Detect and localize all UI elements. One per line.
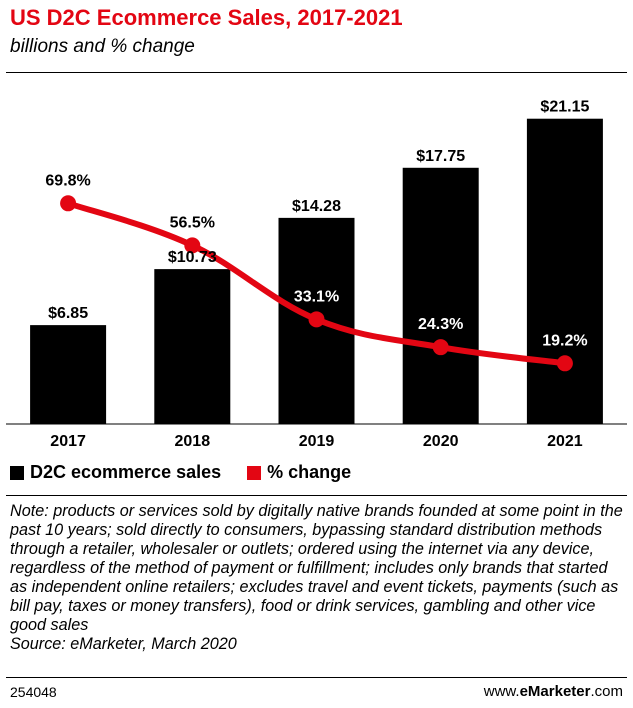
chart-subtitle: billions and % change	[10, 36, 195, 57]
labels-layer: $6.85 2017 $10.73 2018 $14.28 2019 $17.75 2020 $…	[45, 99, 589, 450]
change-point-2021	[556, 355, 573, 372]
brand-prefix: www.	[483, 683, 520, 700]
chart-id: 254048	[10, 684, 57, 700]
change-point-2020	[432, 339, 449, 356]
bars-layer	[30, 118, 603, 425]
bar-2017	[30, 325, 107, 424]
bar-value-label-2018: $10.73	[168, 249, 217, 266]
change-point-2019	[308, 311, 325, 328]
legend: D2C ecommerce sales % change	[10, 462, 377, 483]
change-point-2018	[184, 237, 201, 254]
chart-plot: $6.85 2017 $10.73 2018 $14.28 2019 $17.75 2020 $…	[6, 99, 627, 450]
bar-value-label-2019: $14.28	[292, 198, 341, 215]
change-point-2017	[60, 195, 77, 212]
x-tick-label-2018: 2018	[175, 433, 211, 450]
note-block: Note: products or services sold by digit…	[10, 502, 624, 654]
bar-value-label-2021: $21.15	[540, 99, 589, 116]
change-value-label-2017: 69.8%	[45, 172, 90, 189]
bar-value-label-2017: $6.85	[48, 305, 88, 322]
brand-name: eMarketer	[519, 683, 591, 700]
source-text: Source: eMarketer, March 2020	[10, 635, 237, 653]
legend-item-change: % change	[247, 462, 351, 483]
bar-value-label-2020: $17.75	[416, 148, 465, 165]
x-tick-label-2021: 2021	[547, 433, 583, 450]
top-divider	[6, 72, 627, 73]
x-tick-label-2020: 2020	[423, 433, 459, 450]
brand-suffix: .com	[590, 683, 623, 700]
brand-link[interactable]: www.eMarketer.com	[484, 683, 623, 700]
note-text: Note: products or services sold by digit…	[10, 502, 623, 634]
bottom-divider	[6, 677, 627, 678]
change-value-label-2021: 19.2%	[542, 332, 587, 349]
change-value-label-2019: 33.1%	[294, 288, 339, 305]
legend-swatch-sales	[10, 465, 24, 480]
bar-2021	[526, 118, 603, 424]
chart-title: US D2C Ecommerce Sales, 2017-2021	[10, 5, 403, 30]
middle-divider	[6, 495, 627, 496]
bar-2018	[154, 269, 231, 424]
legend-label-sales: D2C ecommerce sales	[30, 462, 222, 482]
legend-label-change: % change	[267, 462, 352, 482]
x-tick-label-2017: 2017	[50, 433, 86, 450]
bar-2020	[402, 167, 479, 425]
x-tick-label-2019: 2019	[299, 433, 335, 450]
change-value-label-2018: 56.5%	[170, 214, 215, 231]
line-layer	[60, 195, 573, 372]
legend-swatch-change	[247, 465, 262, 480]
legend-item-sales: D2C ecommerce sales	[10, 462, 221, 483]
change-value-label-2020: 24.3%	[418, 316, 463, 333]
